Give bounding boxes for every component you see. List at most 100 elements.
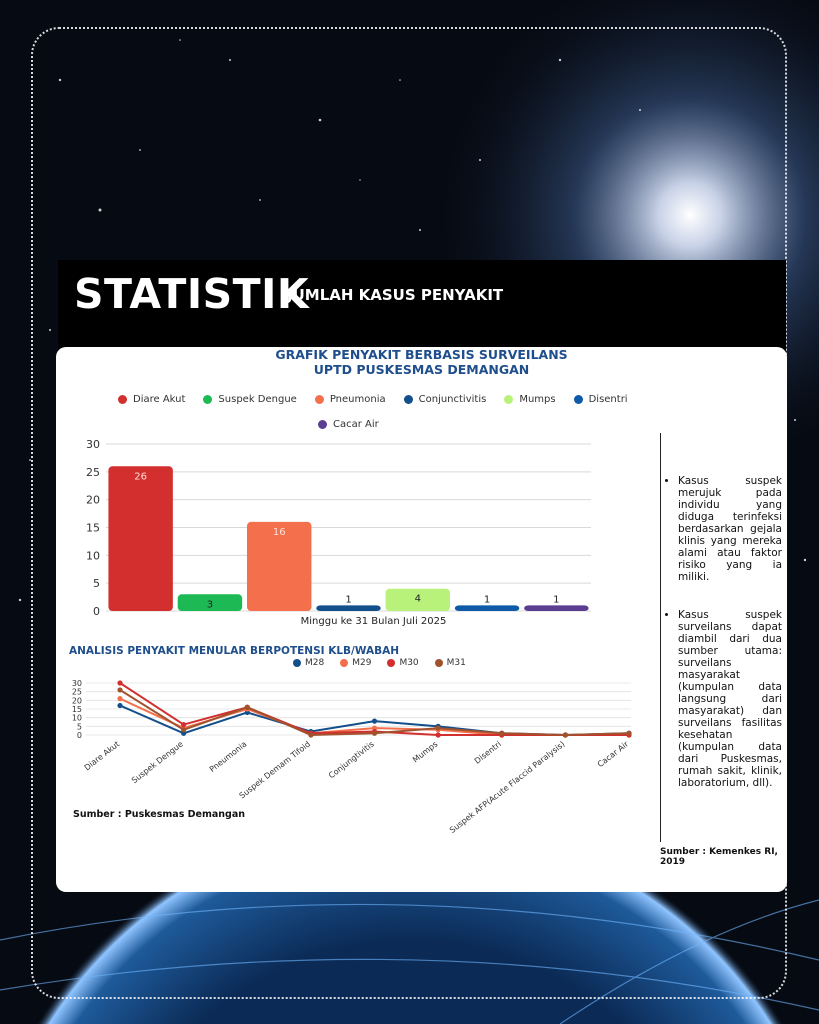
bar-chart: 0 5 10 15 20 25 30 26 3 16 1 4 1 1 Minggu ke 31 Bulan … [86,438,591,627]
line-y-tick-label: 10 [72,714,82,723]
bar-value-label: 16 [273,527,286,538]
line-legend-item: M29 [340,658,371,668]
legend-swatch [504,395,514,404]
notes-panel: Kasus suspek merujuk pada individu yang … [666,475,782,815]
bar-legend-item: Pneumonia [314,394,386,405]
line-legend-item: M28 [293,658,324,668]
note-item: Kasus suspek merujuk pada individu yang … [678,475,782,583]
legend-label: Diare Akut [133,394,186,405]
legend-swatch [118,395,127,404]
line-point [371,718,378,724]
legend-label: Suspek Dengue [218,394,297,405]
line-point [499,730,505,736]
line-point [435,725,441,731]
bar [246,521,312,611]
line-point [117,702,123,709]
content-card: GRAFIK PENYAKIT BERBASIS SURVEILANS UPTD… [56,347,787,892]
page-subtitle: JUMLAH KASUS PENYAKIT [287,286,504,304]
bar-legend-item: Conjunctivitis [403,394,487,405]
legend-swatch [293,659,301,667]
bar-legend-item: Disentri [573,394,628,405]
bar-legend-item: Suspek Dengue [203,394,297,405]
line-point [181,727,187,733]
legend-label: M30 [399,658,419,668]
legend-swatch [573,395,583,404]
line-x-tick-label: Pneumonia [208,739,249,774]
legend-swatch [340,659,349,667]
line-point [562,732,568,738]
bar-chart-title-line2: UPTD PUSKESMAS DEMANGAN [313,362,530,377]
bar [108,466,173,611]
line-y-tick-label: 15 [72,705,82,714]
bar-y-tick-label: 30 [86,438,100,451]
line-point [117,696,123,702]
line-y-tick-label: 25 [72,688,82,697]
legend-swatch [434,659,443,667]
line-point [371,730,378,736]
line-x-tick-label: Conjungtivitis [327,739,376,780]
bar-value-label: 1 [484,594,490,605]
source-left: Sumber : Puskesmas Demangan [73,809,246,820]
line-point [626,730,632,736]
legend-swatch [403,395,413,404]
bar [385,588,451,611]
legend-swatch [314,395,324,404]
line-chart-legend: M28 M29 M30 M31 [293,658,482,668]
bar-value-label: 1 [345,594,351,605]
line-y-tick-label: 0 [77,731,82,740]
line-x-tick-label: Mumps [411,739,439,764]
legend-label: Pneumonia [329,394,386,405]
bar [316,605,381,611]
bar-chart-title-line1: GRAFIK PENYAKIT BERBASIS SURVEILANS [275,347,568,362]
bar [524,605,589,611]
bar-y-tick-label: 5 [93,577,100,590]
line-y-tick-label: 20 [72,696,82,705]
legend-label: M31 [446,658,466,668]
bar-legend-item: Cacar Air [318,419,379,430]
line-point [435,732,441,738]
legend-label: Conjunctivitis [418,394,487,405]
legend-label: M29 [352,658,372,668]
bar-x-axis-label: Minggu ke 31 Bulan Juli 2025 [301,616,447,627]
line-legend-item: M30 [387,658,419,668]
line-y-tick-label: 30 [72,679,82,688]
bar-legend-item: Mumps [504,394,556,405]
source-right: Sumber : Kemenkes RI, 2019 [660,847,778,867]
line-chart-title: ANALISIS PENYAKIT MENULAR BERPOTENSI KLB… [69,645,400,657]
line-x-tick-label: Disentri [473,739,503,765]
bar [177,594,243,611]
legend-swatch [318,420,327,429]
legend-swatch [387,659,396,667]
line-y-tick-label: 5 [77,722,82,731]
page-title: STATISTIK [74,270,310,318]
legend-label: Disentri [588,394,628,405]
header-band [58,260,786,352]
legend-label: Mumps [519,394,556,405]
bar-y-tick-label: 10 [86,549,100,562]
bar-y-tick-label: 15 [86,522,100,535]
line-x-tick-label: Suspek Demam Tifoid [238,739,312,800]
bar [454,605,520,611]
bar-legend-item: Diare Akut [118,394,185,405]
bar-y-tick-label: 0 [93,605,100,618]
line-x-tick-label: Suspek Dengue [130,739,185,785]
bar-value-label: 4 [415,594,421,605]
line-point [308,732,314,738]
line-point [117,687,123,693]
legend-label: M28 [305,658,325,668]
bar-y-tick-label: 20 [86,494,100,507]
line-point [181,722,187,728]
line-x-tick-label: Diare Akut [83,739,122,772]
bar-value-label: 3 [207,599,213,610]
note-item: Kasus suspek surveilans dapat diambil da… [678,609,782,789]
line-point [117,680,123,686]
bar-value-label: 26 [134,471,147,482]
divider-line [660,433,661,842]
line-point [244,704,250,710]
line-legend-item: M31 [434,658,466,668]
bar-value-label: 1 [553,594,559,605]
line-x-tick-label: Suspek AFP(Acute Flaccid Paralysis) [448,739,567,834]
line-x-tick-label: Cacar Air [596,739,631,769]
legend-swatch [203,395,213,404]
